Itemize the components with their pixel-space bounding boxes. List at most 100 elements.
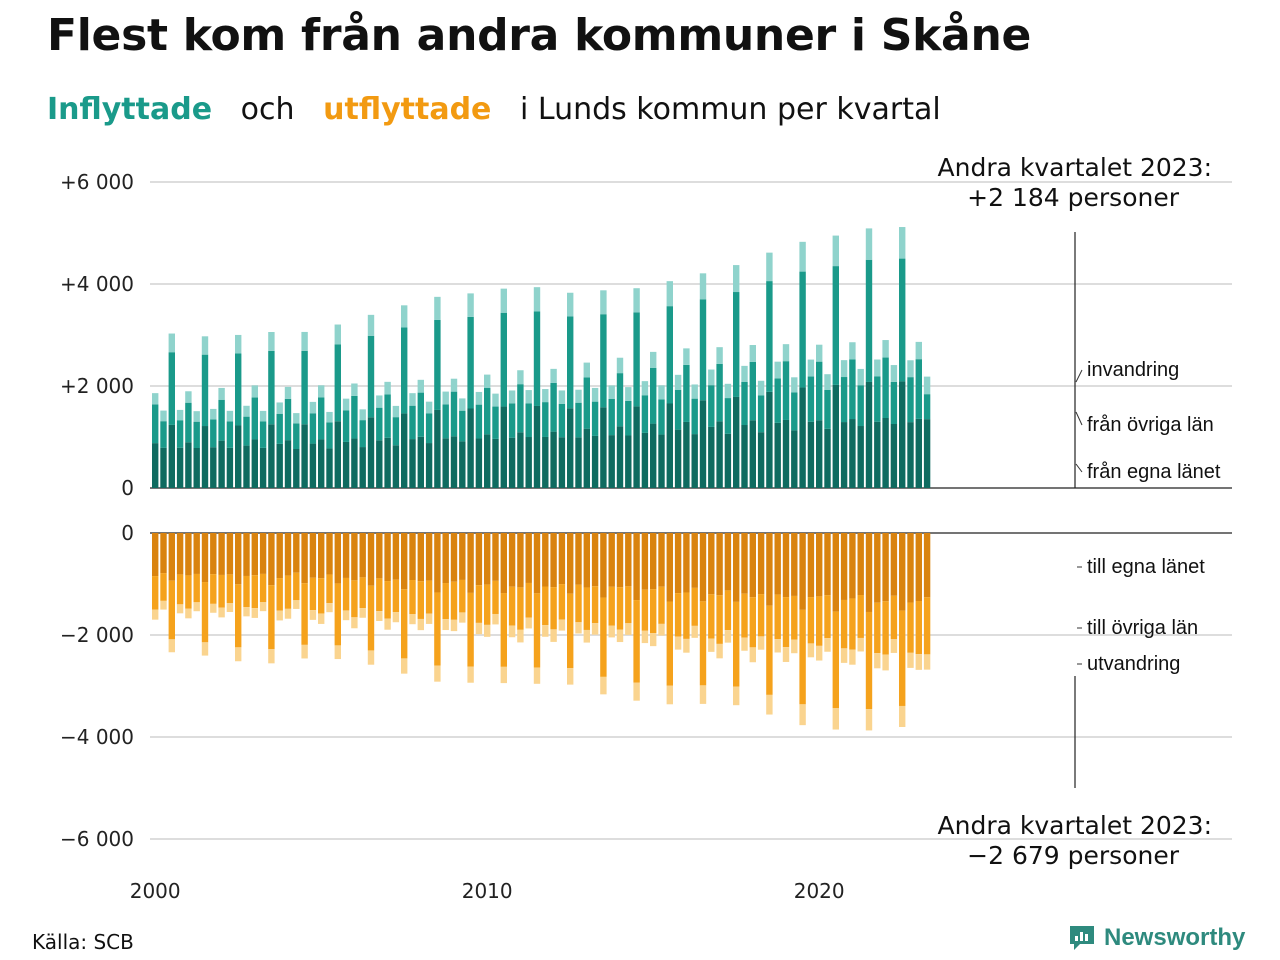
bar-in-2 <box>633 312 640 407</box>
bar-in-3 <box>268 332 275 351</box>
brand-name: Newsworthy <box>1104 924 1246 951</box>
bar-in-3 <box>890 365 898 382</box>
bar-out-1 <box>550 533 557 588</box>
bar-out-3 <box>857 637 864 652</box>
bar-out-2 <box>533 593 541 668</box>
bar-in-3 <box>442 391 449 405</box>
bar-out-2 <box>508 586 516 626</box>
bar-out-3 <box>442 619 449 631</box>
bar-in-3 <box>923 376 931 395</box>
bar-out-1 <box>923 533 931 598</box>
bar-in-1 <box>890 423 898 488</box>
bar-out-2 <box>824 595 831 639</box>
bar-in-1 <box>915 418 922 488</box>
annotation-top-line2: +2 184 personer <box>967 183 1180 212</box>
bar-out-3 <box>218 607 225 618</box>
bar-in-1 <box>210 447 217 488</box>
bar-out-3 <box>492 613 499 625</box>
bar-in-3 <box>326 411 333 423</box>
bar-out-1 <box>633 533 640 601</box>
bar-in-2 <box>517 384 524 433</box>
bar-in-2 <box>168 352 175 425</box>
bar-out-3 <box>185 608 192 619</box>
bar-out-1 <box>376 533 383 579</box>
bar-in-1 <box>799 387 806 488</box>
bar-out-2 <box>791 595 798 640</box>
bar-in-3 <box>816 344 823 362</box>
bar-in-2 <box>724 398 732 434</box>
bar-in-3 <box>542 389 549 403</box>
bar-in-1 <box>733 396 740 488</box>
bar-out-2 <box>484 584 491 625</box>
bar-out-2 <box>558 584 566 620</box>
bar-in-3 <box>218 387 225 400</box>
bar-in-1 <box>152 443 159 488</box>
bar-out-1 <box>210 533 217 575</box>
bar-out-3 <box>475 622 483 635</box>
bar-out-3 <box>525 617 532 629</box>
bar-in-3 <box>874 359 881 377</box>
bar-in-3 <box>799 241 806 272</box>
legend-label-in: från övriga län <box>1087 414 1214 436</box>
bar-in-2 <box>915 359 922 419</box>
bar-in-1 <box>508 437 516 488</box>
bar-out-2 <box>226 574 234 604</box>
bar-in-3 <box>226 410 234 422</box>
bar-in-2 <box>583 377 590 429</box>
bar-out-2 <box>351 580 358 618</box>
bar-in-1 <box>558 437 566 488</box>
bar-in-3 <box>508 390 516 404</box>
bar-out-3 <box>724 630 732 643</box>
bar-out-1 <box>309 533 317 578</box>
bar-out-2 <box>500 593 507 667</box>
bar-out-2 <box>168 580 175 640</box>
bar-in-2 <box>567 316 574 409</box>
bar-in-2 <box>334 344 341 422</box>
bar-out-1 <box>334 533 341 584</box>
bar-in-3 <box>210 408 217 420</box>
bar-in-2 <box>434 319 441 410</box>
bar-out-3 <box>226 603 234 613</box>
bar-out-3 <box>708 638 715 652</box>
bar-in-3 <box>658 385 665 400</box>
bar-out-3 <box>268 649 275 664</box>
bar-out-2 <box>724 590 732 631</box>
bar-in-2 <box>367 335 375 418</box>
bar-out-1 <box>849 533 856 599</box>
bar-out-3 <box>550 629 557 642</box>
annotation-top-line1: Andra kvartalet 2023: <box>938 153 1212 182</box>
bar-out-1 <box>467 533 474 593</box>
bar-in-3 <box>716 347 723 364</box>
bar-out-3 <box>840 648 848 663</box>
bar-out-1 <box>525 533 532 583</box>
bar-out-3 <box>757 636 765 650</box>
bar-in-2 <box>575 402 582 438</box>
bar-out-2 <box>318 578 325 614</box>
bar-out-3 <box>542 625 549 637</box>
y-tick-label: −2 000 <box>60 623 134 647</box>
bar-in-3 <box>907 360 914 378</box>
bar-out-2 <box>865 611 873 710</box>
bar-out-2 <box>807 597 815 644</box>
bar-out-3 <box>666 685 673 705</box>
bar-in-2 <box>550 382 557 432</box>
bar-in-1 <box>708 426 715 488</box>
bar-out-2 <box>193 573 200 603</box>
bar-out-1 <box>558 533 566 585</box>
bar-in-1 <box>533 405 541 488</box>
bar-out-1 <box>293 533 300 573</box>
bar-in-2 <box>176 420 184 448</box>
y-tick-label: +2 000 <box>60 374 134 398</box>
bar-in-1 <box>699 400 707 488</box>
bar-in-1 <box>567 408 574 488</box>
bar-in-2 <box>774 378 781 423</box>
bar-out-1 <box>367 533 375 586</box>
bar-out-1 <box>782 533 790 598</box>
bar-out-1 <box>567 533 574 594</box>
bar-out-2 <box>650 589 657 634</box>
bar-out-1 <box>691 533 698 588</box>
bar-in-2 <box>384 394 391 438</box>
bar-out-1 <box>160 533 167 574</box>
bar-in-1 <box>741 425 748 488</box>
bar-out-2 <box>641 589 649 631</box>
